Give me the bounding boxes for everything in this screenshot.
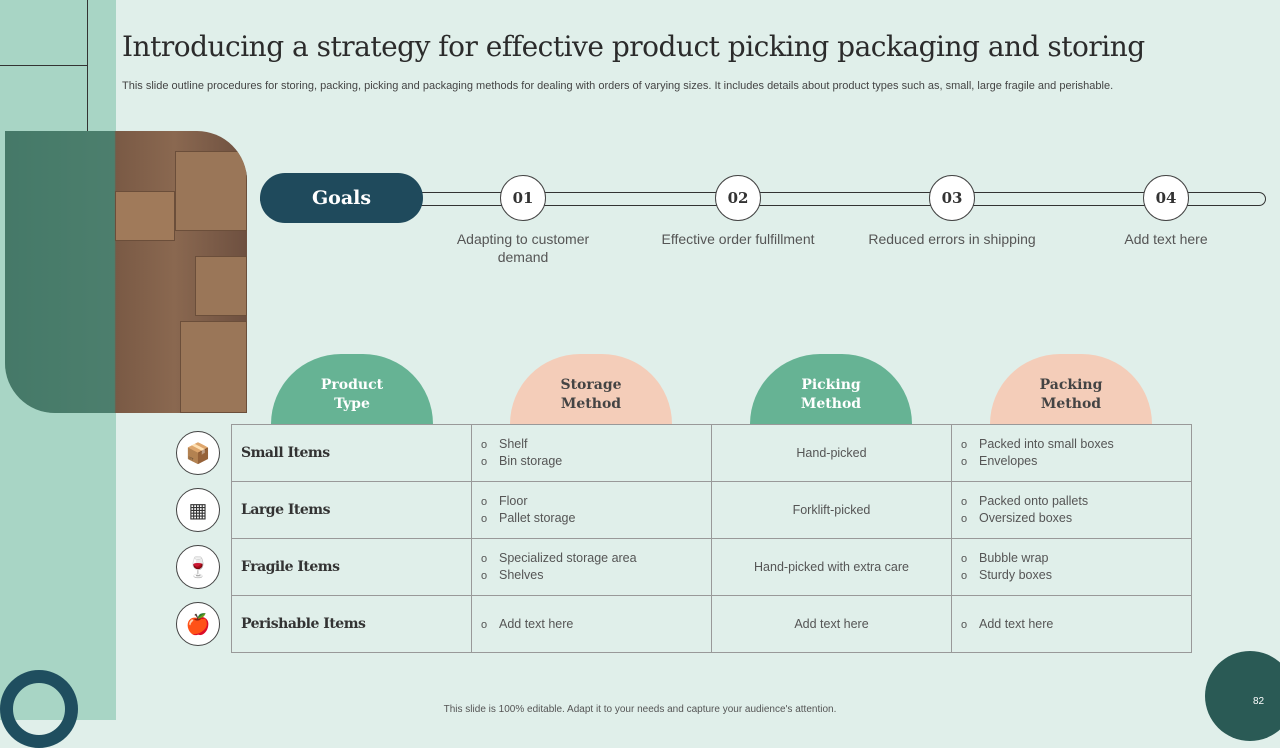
pallet-boxes-icon: ▦ [176,488,220,532]
goal-number-3: 03 [929,175,975,221]
picking-method: Hand-picked with extra care [711,538,952,596]
storage-method: Add text here [471,595,712,653]
list-item: Bubble wrap [961,550,1191,567]
product-type: Fragile Items [231,538,472,596]
goal-number-2: 02 [715,175,761,221]
list-item: Envelopes [961,453,1191,470]
goal-label-1: Adapting to customer demand [456,231,590,265]
storage-method: FloorPallet storage [471,481,712,539]
divider [87,0,88,131]
packing-method: Bubble wrapSturdy boxes [951,538,1192,596]
product-type: Perishable Items [231,595,472,653]
goal-label-3: Reduced errors in shipping [868,231,1036,247]
wine-glass-box-icon: 🍷 [176,545,220,589]
column-header: Picking Method [750,354,912,424]
column-header-label: Packing Method [1039,377,1103,412]
picking-method: Add text here [711,595,952,653]
column-header: Storage Method [510,354,672,424]
storage-method: Specialized storage areaShelves [471,538,712,596]
packing-method: Add text here [951,595,1192,653]
list-item: Add text here [961,616,1191,633]
picking-method: Hand-picked [711,424,952,482]
column-header-label: Storage Method [560,377,622,412]
page-title: Introducing a strategy for effective pro… [122,30,1145,63]
divider [0,65,87,66]
list-item: Pallet storage [481,510,711,527]
list-item: Shelves [481,567,711,584]
page-subtitle: This slide outline procedures for storin… [122,80,1114,92]
list-item: Bin storage [481,453,711,470]
packing-method: Packed into small boxesEnvelopes [951,424,1192,482]
list-item: Shelf [481,436,711,453]
list-item: Add text here [481,616,711,633]
picking-method: Forklift-picked [711,481,952,539]
fruit-clock-icon: 🍎 [176,602,220,646]
table-row: Large Items FloorPallet storage Forklift… [231,481,1192,539]
list-item: Floor [481,493,711,510]
page-number: 82 [1205,651,1280,741]
product-type: Small Items [231,424,472,482]
goals-pill: Goals [260,173,423,223]
table-row: Fragile Items Specialized storage areaSh… [231,538,1192,596]
goal-number-4: 04 [1143,175,1189,221]
list-item: Packed onto pallets [961,493,1191,510]
list-item: Sturdy boxes [961,567,1191,584]
package-check-icon: 📦 [176,431,220,475]
column-header-label: Product Type [320,377,384,412]
storage-method: ShelfBin storage [471,424,712,482]
footer-note: This slide is 100% editable. Adapt it to… [443,704,837,715]
warehouse-photo [5,131,247,413]
list-item: Specialized storage area [481,550,711,567]
table-row: Small Items ShelfBin storage Hand-picked… [231,424,1192,482]
product-type: Large Items [231,481,472,539]
table-row: Perishable Items Add text here Add text … [231,595,1192,653]
goal-label-2: Effective order fulfillment [661,231,815,247]
goal-label-4: Add text here [1124,231,1208,247]
column-header: Packing Method [990,354,1152,424]
column-header-label: Picking Method [800,377,862,412]
list-item: Oversized boxes [961,510,1191,527]
list-item: Packed into small boxes [961,436,1191,453]
goal-number-1: 01 [500,175,546,221]
strategy-table: Small Items ShelfBin storage Hand-picked… [231,424,1192,653]
column-header: Product Type [271,354,433,424]
packing-method: Packed onto palletsOversized boxes [951,481,1192,539]
